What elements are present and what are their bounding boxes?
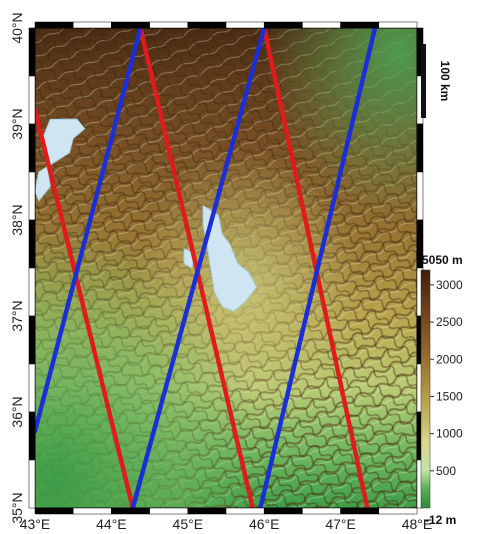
frame-bottom-segment (263, 507, 303, 515)
map-frame (28, 21, 424, 515)
frame-left-segment (28, 411, 36, 461)
frame-bottom-segment (378, 507, 418, 515)
blue-track-5 (130, 28, 267, 508)
longitude-ticks: 43°E 44°E 45°E 46°E 47°E 48°E (20, 516, 433, 532)
latitude-ticks: 40°N 39°N 38°N 37°N 36°N 35°N (9, 12, 25, 523)
colorbar-tick-label: 500 (436, 464, 456, 478)
lat-tick-label: 39°N (9, 108, 25, 139)
lakes-layer (35, 118, 258, 312)
colorbar-tick-label: 2000 (436, 352, 463, 366)
scale-bar-line (421, 44, 426, 118)
lat-tick-label: 40°N (9, 12, 25, 43)
lat-tick-label: 38°N (9, 204, 25, 235)
frame-left-segment (28, 459, 36, 509)
lon-tick-label: 45°E (173, 516, 204, 532)
frame-left-segment (28, 315, 36, 365)
frame-left-segment (28, 219, 36, 269)
frame-top-segment (225, 21, 265, 29)
lon-tick-label: 46°E (249, 516, 280, 532)
colorbar-tick-label: 3000 (436, 278, 463, 292)
frame-left-segment (28, 267, 36, 317)
frame-left-segment (28, 75, 36, 125)
frame-right-segment (416, 123, 424, 173)
frame-left-segment (28, 27, 36, 77)
frame-top-segment (378, 21, 418, 29)
frame-top-segment (302, 21, 341, 29)
frame-right-segment (416, 171, 424, 221)
lat-tick-label: 36°N (9, 396, 25, 427)
scale-bar: 100 km (421, 44, 452, 118)
colorbar-tick-label: 1500 (436, 389, 463, 403)
terrain-relief (35, 28, 417, 508)
frame-bottom-segment (302, 507, 341, 515)
frame-left-segment (28, 123, 36, 173)
lat-tick-label: 35°N (9, 492, 25, 523)
blue-track-4 (35, 28, 143, 434)
lon-tick-label: 47°E (325, 516, 356, 532)
colorbar-min-label: -12 m (425, 513, 456, 527)
frame-bottom-segment (187, 507, 227, 515)
frame-bottom-segment (149, 507, 189, 515)
frame-bottom-segment (225, 507, 265, 515)
satellite-tracks (35, 28, 378, 508)
frame-bottom-segment (340, 507, 380, 515)
frame-bottom-segment (72, 507, 112, 515)
colorbar-tick-label: 2500 (436, 315, 463, 329)
frame-bottom-segment (111, 507, 150, 515)
colorbar-max-label: 5050 m (422, 253, 463, 267)
scale-bar-label: 100 km (438, 61, 452, 102)
frame-top-segment (34, 21, 74, 29)
colorbar-tick-label: 1000 (436, 427, 463, 441)
frame-top-segment (72, 21, 112, 29)
red-track-1 (35, 107, 136, 508)
lon-tick-label: 48°E (402, 516, 433, 532)
frame-top-segment (340, 21, 380, 29)
frame-left-segment (28, 171, 36, 221)
frame-top-segment (149, 21, 189, 29)
frame-bottom-segment (34, 507, 74, 515)
frame-left-segment (28, 363, 36, 413)
lon-tick-label: 44°E (96, 516, 127, 532)
frame-top-segment (263, 21, 303, 29)
frame-top-segment (111, 21, 150, 29)
elevation-colorbar: 5050 m 3000 2500 2000 1500 1000 500 -12 m (420, 253, 463, 527)
lake-2 (202, 204, 258, 312)
lat-tick-label: 37°N (9, 300, 25, 331)
blue-track-6 (258, 28, 378, 508)
frame-top-segment (187, 21, 227, 29)
lon-tick-label: 43°E (20, 516, 51, 532)
colorbar-ticks: 3000 2500 2000 1500 1000 500 (430, 278, 463, 478)
colorbar-ramp (420, 269, 431, 509)
